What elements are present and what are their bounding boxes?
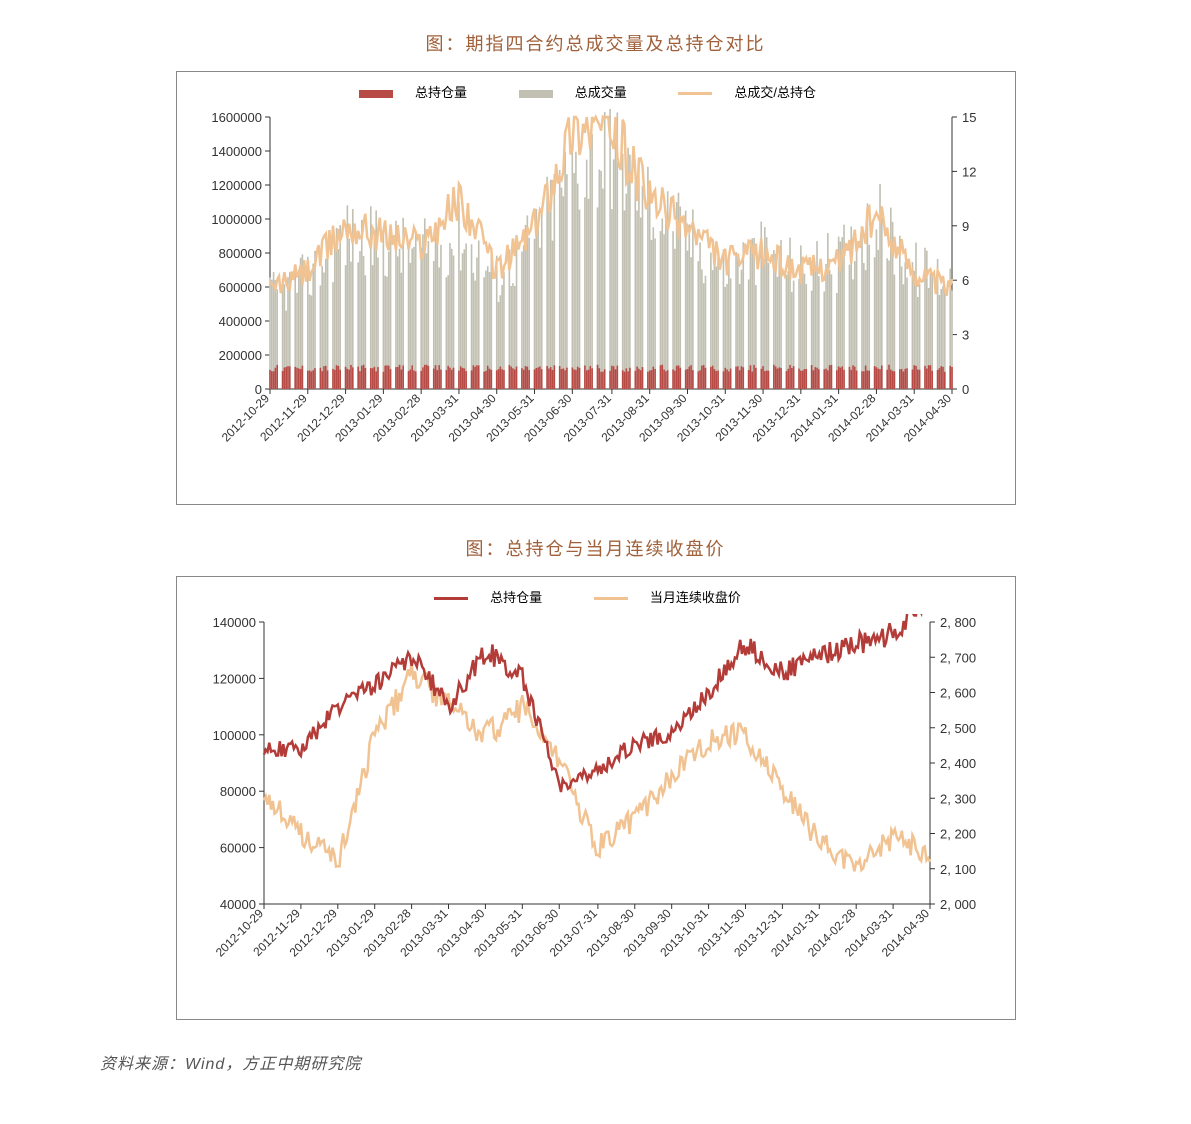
- chart-1-legend: 总持仓量 总成交量 总成交/总持仓: [192, 82, 1000, 101]
- svg-text:2, 100: 2, 100: [940, 862, 976, 877]
- chart-2-legend: 总持仓量 当月连续收盘价: [192, 587, 1000, 606]
- svg-text:60000: 60000: [219, 841, 255, 856]
- svg-text:2, 400: 2, 400: [940, 756, 976, 771]
- svg-text:2, 300: 2, 300: [940, 791, 976, 806]
- svg-text:3: 3: [962, 328, 969, 343]
- svg-text:1200000: 1200000: [211, 178, 262, 193]
- svg-text:2, 500: 2, 500: [940, 721, 976, 736]
- chart-1-panel: 总持仓量 总成交量 总成交/总持仓 0 200000 400000 600000 800…: [176, 71, 1016, 505]
- legend-item-ratio: 总成交/总持仓: [678, 85, 832, 100]
- source-note: 资料来源：Wind，方正中期研究院: [100, 1050, 1171, 1074]
- svg-text:6: 6: [962, 273, 969, 288]
- svg-text:2, 200: 2, 200: [940, 827, 976, 842]
- legend-item-close: 当月连续收盘价: [594, 590, 757, 605]
- svg-text:2, 000: 2, 000: [940, 897, 976, 912]
- svg-text:100000: 100000: [212, 728, 255, 743]
- chart-2-plot: 40000 60000 80000 100000 120000 140000 2, 000 2…: [192, 614, 1000, 1014]
- svg-text:0: 0: [962, 382, 969, 397]
- svg-text:600000: 600000: [218, 280, 261, 295]
- svg-text:2, 700: 2, 700: [940, 650, 976, 665]
- svg-text:9: 9: [962, 219, 969, 234]
- svg-text:800000: 800000: [218, 246, 261, 261]
- svg-text:120000: 120000: [212, 671, 255, 686]
- legend-item-oi: 总持仓量: [359, 85, 483, 100]
- svg-text:2, 600: 2, 600: [940, 686, 976, 701]
- svg-text:140000: 140000: [212, 615, 255, 630]
- svg-text:1600000: 1600000: [211, 110, 262, 125]
- chart-1-title: 图：期指四合约总成交量及总持仓对比: [176, 30, 1016, 56]
- chart-2-title: 图：总持仓与当月连续收盘价: [176, 535, 1016, 561]
- chart-2-panel: 总持仓量 当月连续收盘价 40000 60000 80000 100000 120000…: [176, 576, 1016, 1020]
- svg-text:200000: 200000: [218, 348, 261, 363]
- svg-text:2, 800: 2, 800: [940, 615, 976, 630]
- chart-2-wrapper: 图：总持仓与当月连续收盘价 总持仓量 当月连续收盘价 40000 60000 800…: [176, 535, 1016, 1020]
- svg-text:15: 15: [962, 110, 976, 125]
- svg-text:1000000: 1000000: [211, 212, 262, 227]
- svg-text:80000: 80000: [219, 784, 255, 799]
- chart-1-plot: 0 200000 400000 600000 800000 1000000 1200000 1…: [192, 109, 1000, 499]
- chart-1-wrapper: 图：期指四合约总成交量及总持仓对比 总持仓量 总成交量 总成交/总持仓 0 200…: [176, 30, 1016, 505]
- legend-item-oi2: 总持仓量: [434, 590, 558, 605]
- svg-text:1400000: 1400000: [211, 144, 262, 159]
- svg-text:400000: 400000: [218, 314, 261, 329]
- svg-text:40000: 40000: [219, 897, 255, 912]
- svg-text:12: 12: [962, 164, 976, 179]
- legend-item-vol: 总成交量: [519, 85, 643, 100]
